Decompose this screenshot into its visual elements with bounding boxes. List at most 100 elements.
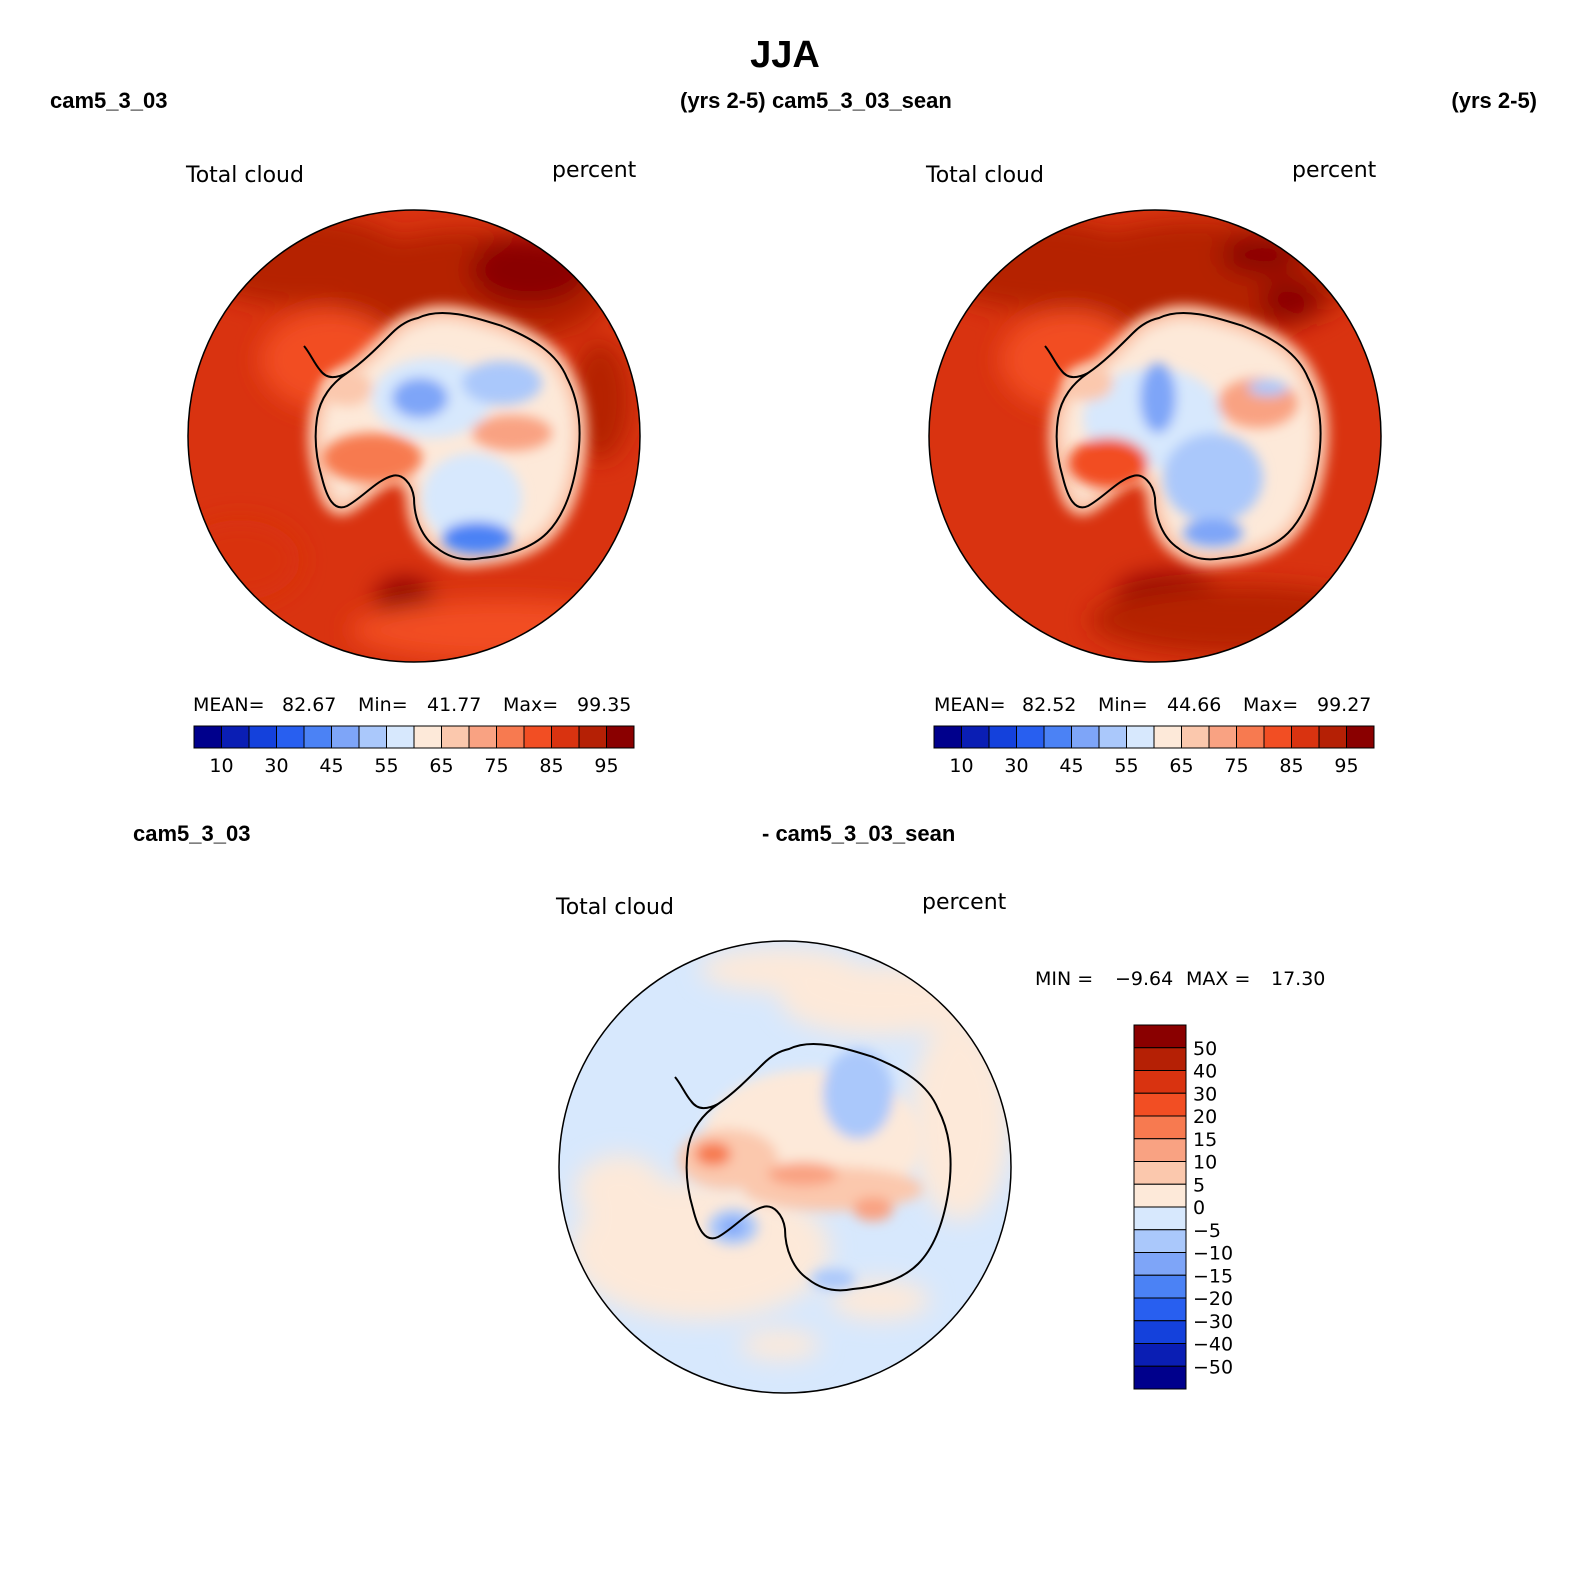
- diff-colorbar-tick-label: −20: [1193, 1288, 1233, 1310]
- right-colorbar-tick-label: 95: [1334, 755, 1358, 777]
- diff-colorbar-swatch: [1133, 1229, 1187, 1253]
- left-min-label: Min=: [358, 694, 408, 716]
- diff-stats: MIN = −9.64 MAX = 17.30: [1035, 968, 1325, 990]
- diff-colorbar-swatch: [1133, 1365, 1187, 1390]
- right-colorbar-swatch: [988, 725, 1017, 749]
- right-max-label: Max=: [1243, 694, 1298, 716]
- left-colorbar-swatch: [276, 725, 305, 749]
- left-panel-years: (yrs 2-5): [680, 88, 766, 113]
- diff-colorbar-tick-label: −15: [1193, 1265, 1233, 1287]
- diff-right-label: - cam5_3_03_sean: [762, 821, 955, 846]
- right-colorbar-tick-label: 75: [1224, 755, 1248, 777]
- left-colorbar-swatch: [193, 725, 222, 749]
- diff-colorbar-swatch: [1133, 1047, 1187, 1071]
- right-mean-value: 82.52: [1022, 694, 1076, 716]
- left-colorbar-swatch: [221, 725, 250, 749]
- right-colorbar-swatch: [1263, 725, 1292, 749]
- left-colorbar-tick-label: 85: [539, 755, 563, 777]
- right-colorbar-swatch: [961, 725, 990, 749]
- diff-min-label: MIN =: [1035, 968, 1093, 990]
- right-colorbar: 10 30 45 55 65 75 85 95: [933, 725, 1375, 777]
- right-colorbar-swatch: [1181, 725, 1210, 749]
- diff-variable-label: Total cloud: [555, 895, 674, 920]
- left-colorbar-tick-label: 55: [374, 755, 398, 777]
- diff-colorbar-swatch: [1133, 1024, 1187, 1049]
- diff-colorbar-swatch: [1133, 1138, 1187, 1162]
- right-stats: MEAN= 82.52 Min= 44.66 Max= 99.27: [934, 694, 1371, 716]
- diff-colorbar-swatch: [1133, 1252, 1187, 1276]
- right-colorbar-swatch: [933, 725, 962, 749]
- diff-colorbar-tick-label: 15: [1193, 1129, 1217, 1151]
- right-units-label: percent: [1292, 158, 1377, 183]
- right-colorbar-tick-label: 30: [1004, 755, 1028, 777]
- left-colorbar-tick-label: 95: [594, 755, 618, 777]
- diff-colorbar-swatch: [1133, 1115, 1187, 1140]
- left-colorbar-swatch: [551, 725, 580, 749]
- diff-colorbar-swatch: [1133, 1274, 1187, 1299]
- left-colorbar-swatch: [413, 725, 442, 749]
- left-variable-label: Total cloud: [185, 163, 304, 188]
- diff-colorbar-tick-label: −5: [1193, 1220, 1221, 1242]
- left-colorbar-swatch: [523, 725, 552, 749]
- left-colorbar-tick-label: 45: [319, 755, 343, 777]
- right-colorbar-swatch: [1236, 725, 1265, 749]
- diff-units-label: percent: [922, 890, 1007, 915]
- right-colorbar-swatch: [1043, 725, 1072, 749]
- diff-max-value: 17.30: [1271, 968, 1325, 990]
- right-colorbar-swatch: [1126, 725, 1155, 749]
- right-colorbar-swatch: [1098, 725, 1127, 749]
- diff-colorbar-swatch: [1133, 1343, 1187, 1367]
- right-colorbar-swatch: [1153, 725, 1182, 749]
- diff-colorbar-tick-label: −30: [1193, 1311, 1233, 1333]
- diff-colorbar-tick-label: −50: [1193, 1356, 1233, 1378]
- left-mean-value: 82.67: [282, 694, 336, 716]
- left-colorbar-tick-label: 65: [429, 755, 453, 777]
- diff-colorbar-tick-label: 10: [1193, 1152, 1217, 1174]
- right-panel-case: cam5_3_03_sean: [772, 88, 952, 113]
- left-colorbar-swatch: [331, 725, 360, 749]
- diff-colorbar-swatch: [1133, 1161, 1187, 1185]
- right-colorbar-swatch: [1016, 725, 1045, 749]
- right-colorbar-swatch: [1346, 725, 1375, 749]
- left-units-label: percent: [552, 158, 637, 183]
- left-colorbar-tick-label: 30: [264, 755, 288, 777]
- right-mean-label: MEAN=: [934, 694, 1006, 716]
- diff-left-label: cam5_3_03: [133, 821, 250, 846]
- left-colorbar-swatch: [248, 725, 277, 749]
- left-polar-map: [187, 209, 641, 663]
- right-min-label: Min=: [1098, 694, 1148, 716]
- left-colorbar-swatch: [441, 725, 470, 749]
- left-colorbar-swatch: [578, 725, 607, 749]
- right-panel-years: (yrs 2-5): [1451, 88, 1537, 113]
- diff-colorbar-tick-label: 50: [1193, 1038, 1217, 1060]
- diff-colorbar-tick-label: 20: [1193, 1106, 1217, 1128]
- left-colorbar-swatch: [386, 725, 415, 749]
- diff-colorbar-swatch: [1133, 1297, 1187, 1322]
- right-colorbar-swatch: [1208, 725, 1237, 749]
- right-colorbar-tick-label: 85: [1279, 755, 1303, 777]
- right-min-value: 44.66: [1167, 694, 1221, 716]
- diff-min-value: −9.64: [1115, 968, 1173, 990]
- right-polar-map: [928, 209, 1382, 663]
- left-colorbar-tick-label: 75: [484, 755, 508, 777]
- figure-title: JJA: [750, 34, 820, 76]
- left-colorbar-tick-label: 10: [209, 755, 233, 777]
- diff-colorbar-tick-label: 5: [1193, 1174, 1205, 1196]
- left-colorbar-swatch: [496, 725, 525, 749]
- right-colorbar-tick-label: 10: [949, 755, 973, 777]
- diff-colorbar-tick-label: 30: [1193, 1083, 1217, 1105]
- diff-colorbar-tick-label: −10: [1193, 1243, 1233, 1265]
- right-colorbar-swatch: [1071, 725, 1100, 749]
- left-min-value: 41.77: [427, 694, 481, 716]
- right-colorbar-swatch: [1291, 725, 1320, 749]
- right-colorbar-tick-label: 45: [1059, 755, 1083, 777]
- left-colorbar-swatch: [468, 725, 497, 749]
- left-colorbar-swatch: [303, 725, 332, 749]
- left-max-label: Max=: [503, 694, 558, 716]
- diff-colorbar-tick-label: 40: [1193, 1061, 1217, 1083]
- diff-colorbar-tick-label: 0: [1193, 1197, 1205, 1219]
- diff-max-label: MAX =: [1186, 968, 1250, 990]
- right-colorbar-tick-label: 65: [1169, 755, 1193, 777]
- left-mean-label: MEAN=: [193, 694, 265, 716]
- diff-colorbar-swatch: [1133, 1070, 1187, 1094]
